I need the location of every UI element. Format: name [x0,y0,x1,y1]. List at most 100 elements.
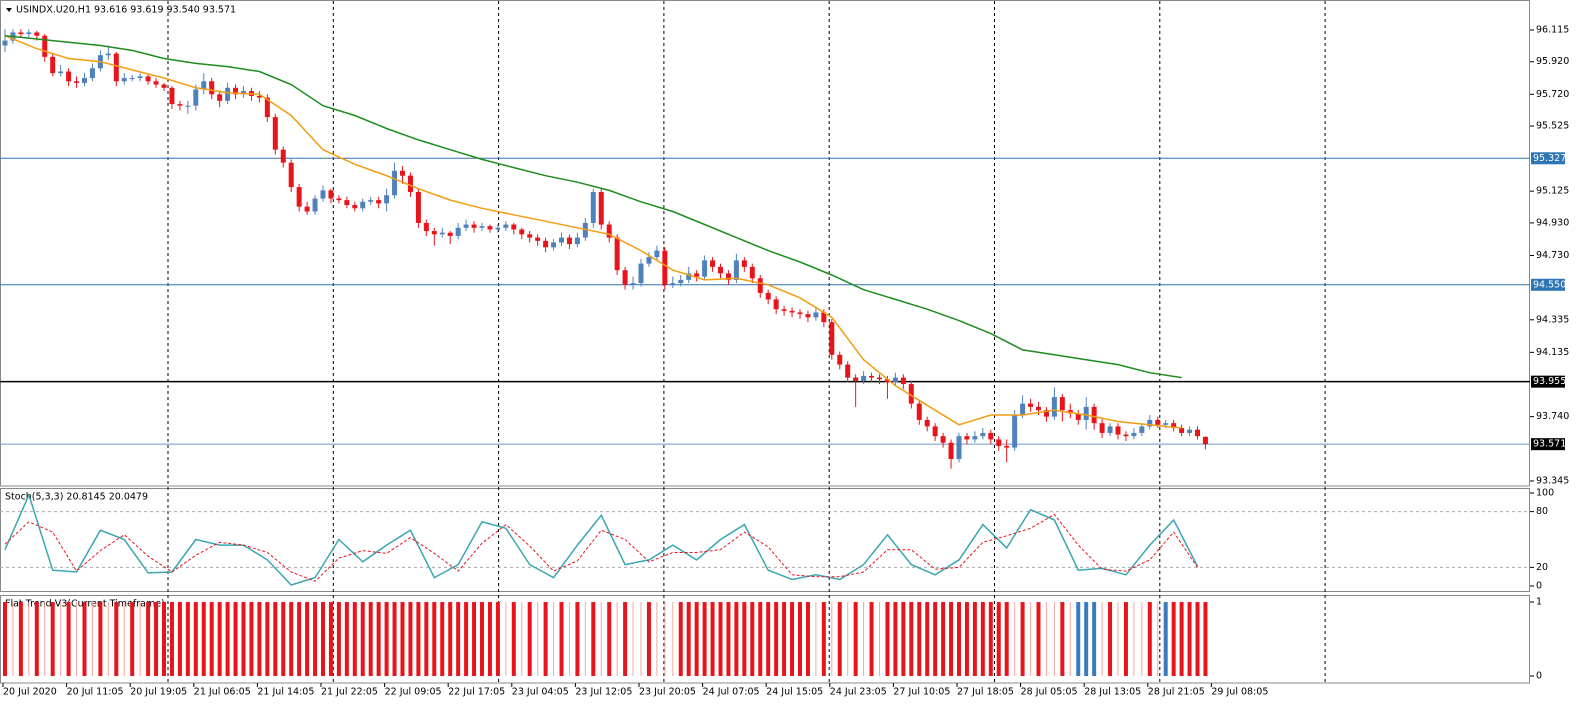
main-pane-frame [0,0,1530,487]
indicator-line [4,35,1182,429]
trend-bar [1101,602,1103,676]
trend-bar [1053,602,1055,676]
y-tick-label: 95.720 [1536,89,1569,100]
candle-body [718,266,723,274]
trend-bar [996,602,1001,676]
candle-body [1012,415,1018,448]
trend-bar [321,602,325,676]
trend-bar [957,602,961,676]
trend-bar [107,602,109,676]
trend-bar [130,602,135,676]
trend-bar [344,602,349,676]
trend-bar [392,602,397,676]
candle-body [551,242,557,248]
candle-body [209,81,215,95]
trend-bar [559,602,564,676]
candle-body [908,384,914,404]
x-tick-label: 20 Jul 19:05 [130,687,187,698]
candle-body [797,312,803,315]
y-tick-label: 100 [1536,488,1554,499]
x-tick-label: 23 Jul 20:05 [639,687,696,698]
y-tick-label: 1 [1536,597,1542,608]
candle-body [1004,445,1010,448]
candle-body [789,310,795,313]
stoch-pane-frame [0,488,1530,592]
candle-body [932,426,938,437]
candle-body [384,195,390,204]
trend-bar [336,602,341,676]
trend-bar [201,602,206,676]
candle-body [400,170,405,176]
trend-bar [837,602,842,676]
x-tick-label: 21 Jul 14:05 [257,687,314,698]
trend-bar [853,602,858,676]
candle-body [535,237,541,241]
trend-bar [964,602,969,676]
trend-bar [154,602,159,676]
trend-bar [798,602,802,676]
candle-body [423,222,429,232]
trend-bar [408,602,413,676]
candle-body [940,436,946,443]
trend-bar [742,602,747,676]
trend-bar [925,602,930,676]
candle-body [543,240,549,248]
candle-body [129,78,135,80]
candle-body [996,439,1002,446]
y-tick-label: 94.335 [1536,314,1569,325]
candle-body [392,170,398,196]
trend-bar [44,602,46,676]
trend-bar [646,602,651,676]
trend-bar [672,602,674,676]
candle-body [733,260,739,280]
candle-body [272,117,278,150]
trend-bar [815,602,817,676]
trend-bar [241,602,246,676]
trend-bar [980,602,985,676]
trend-bar [537,602,539,676]
trend-bar [933,602,938,676]
trend-bar [1117,602,1119,676]
candle-body [193,89,199,106]
candle-body [892,377,898,383]
trend-bar [678,602,683,676]
x-tick-label: 22 Jul 09:05 [385,687,442,698]
trend-bar [521,602,523,676]
candle-body [924,419,930,427]
candle-body [614,237,620,271]
trend-bar [1147,602,1152,676]
trend-bar [1020,602,1025,676]
trend-bar [193,602,198,676]
trend-bar [511,602,516,676]
candle-body [757,278,763,293]
candle-body [845,364,851,378]
trend-bar [464,602,469,676]
candle-body [622,270,628,285]
trend-bar [416,602,421,676]
candle-body [1099,423,1105,433]
candle-body [82,78,87,83]
trend-bar [821,602,826,676]
candle-body [217,94,223,101]
x-tick-label: 23 Jul 12:05 [575,687,632,698]
trend-bar [177,602,182,676]
candle-body [304,206,310,212]
candle-body [201,81,207,90]
candle-body [1020,403,1026,416]
trend-bar [1014,602,1016,676]
trend-bar [1045,602,1047,676]
candle-body [288,162,294,188]
candle-body [1091,406,1097,424]
candle-body [431,231,437,235]
candle-body [853,377,859,381]
trend-bar [694,602,699,676]
indicator-line [4,34,1182,379]
trend-bar [297,602,302,676]
trend-bar [575,602,580,676]
trend-bar [664,602,666,676]
menu-arrow[interactable] [6,8,12,12]
candle-body [511,224,517,230]
trend-bar [233,602,238,676]
trend-bar [1076,602,1081,676]
